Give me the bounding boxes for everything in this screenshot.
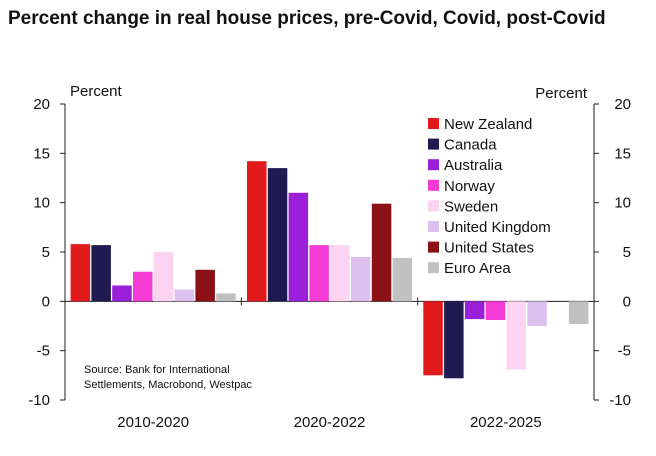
legend-label: Euro Area [444,260,511,277]
bar [444,301,464,379]
bar [527,301,547,326]
legend-swatch [428,262,439,274]
x-tick-label: 2020-2022 [294,414,366,431]
legend-label: New Zealand [444,116,532,133]
legend-swatch [428,241,439,253]
left-y-tick-label: 5 [42,244,50,261]
right-y-tick-label: 5 [623,244,631,261]
left-axis-label: Percent [70,83,123,100]
bar [195,269,215,302]
right-y-tick-label: -5 [618,343,631,360]
left-y-tick-label: 20 [33,96,50,113]
bar [309,245,329,302]
legend-swatch [428,118,439,129]
bar [351,256,371,302]
left-y-tick-label: -5 [37,343,50,360]
bar [133,271,153,302]
legend-label: Canada [444,137,497,154]
left-y-tick-label: 0 [42,293,50,310]
legend-label: United States [444,240,534,257]
bar [330,245,350,302]
legend-swatch [428,159,439,171]
x-tick-label: 2022-2025 [470,414,542,431]
legend-swatch [428,221,439,232]
bar [153,252,174,302]
legend-label: Australia [444,157,503,174]
legend-label: Sweden [444,198,498,215]
right-y-tick-label: -10 [609,392,631,409]
left-y-tick-label: 15 [33,145,50,162]
bar [267,168,288,302]
bar [506,301,526,370]
right-y-tick-label: 15 [614,145,631,162]
legend-label: United Kingdom [444,219,551,236]
legend-swatch [428,200,439,212]
bar [392,257,413,302]
source-note-line2: Settlements, Macrobond, Westpac [84,379,252,391]
bar [568,301,589,324]
bar [371,203,392,302]
right-y-tick-label: 0 [623,293,631,310]
legend-swatch [428,179,439,191]
right-axis-label: Percent [535,85,588,102]
bar [423,301,443,376]
bar [91,245,111,302]
legend-label: Norway [444,178,495,195]
left-y-tick-label: 10 [33,195,50,212]
bar [464,301,485,320]
bar [174,289,195,302]
right-y-tick-label: 20 [614,96,631,113]
bar [112,285,132,302]
x-tick-label: 2010-2020 [117,414,189,431]
bar [247,161,267,302]
source-note-line1: Source: Bank for International [84,364,230,376]
right-y-tick-label: 10 [614,195,631,212]
bar [288,192,309,302]
legend-swatch [428,138,439,150]
bar [485,301,506,320]
chart-title: Percent change in real house prices, pre… [8,8,606,29]
left-y-tick-label: -10 [28,392,50,409]
bar [70,244,91,302]
bar [216,293,236,302]
